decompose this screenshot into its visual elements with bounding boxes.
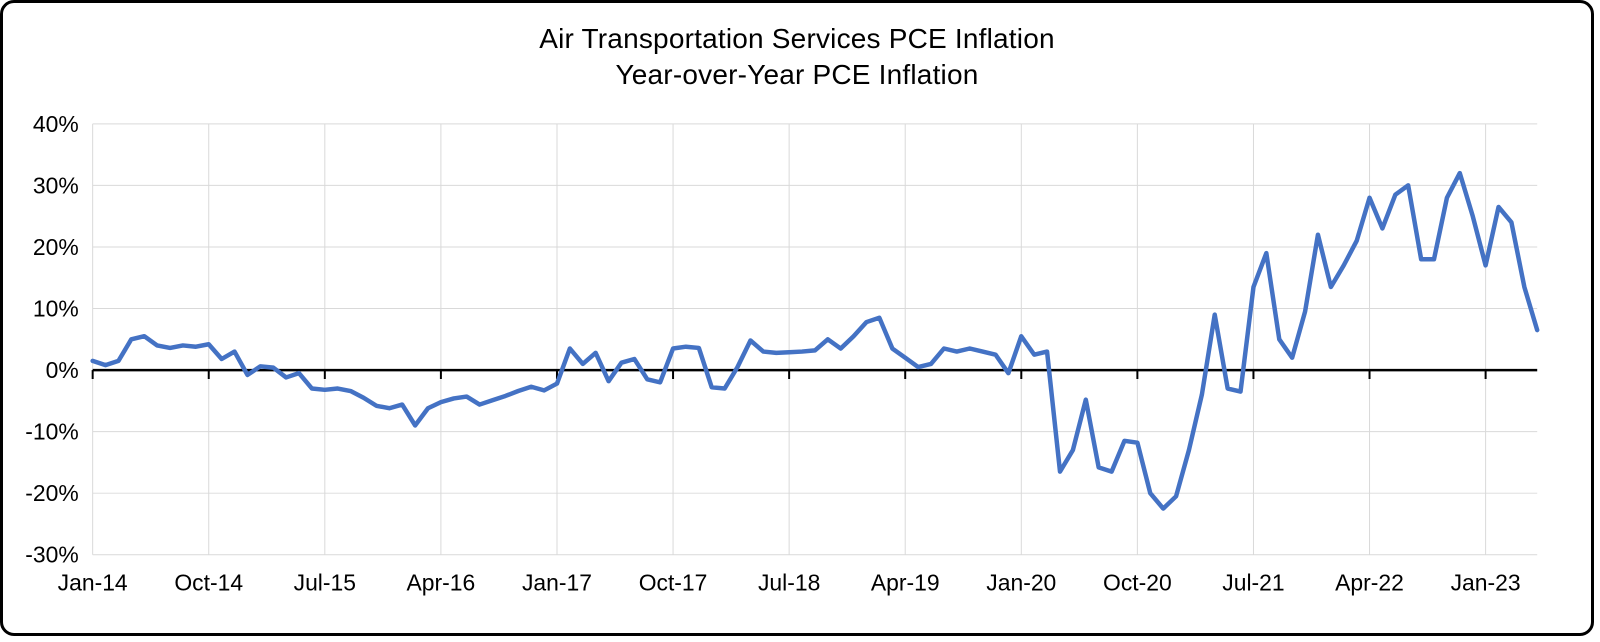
x-axis-tick-label: Jul-21 — [1222, 569, 1284, 595]
x-axis-tick-label: Oct-17 — [639, 569, 708, 595]
line-chart: 40% 30% 20% 10% 0% -10% -20% -30%Jan-14 Oct-14 Ju… — [25, 111, 1540, 596]
x-axis-tick-label: Jul-15 — [294, 569, 356, 595]
y-axis-tick-label: 40% — [33, 111, 79, 137]
chart-title: Air Transportation Services PCE Inflatio… — [539, 23, 1055, 54]
x-axis-tick-label: Jan-14 — [58, 569, 128, 595]
y-axis-tick-label: 10% — [33, 296, 79, 322]
y-axis-tick-label: -20% — [25, 480, 78, 506]
chart-title-block: Air Transportation Services PCE Inflatio… — [3, 21, 1591, 94]
x-axis-tick-label: Oct-14 — [174, 569, 243, 595]
x-axis-tick-label: Jan-20 — [986, 569, 1056, 595]
x-axis-tick-label: Jul-18 — [758, 569, 820, 595]
x-axis-tick-label: Oct-20 — [1103, 569, 1172, 595]
y-axis-tick-label: -10% — [25, 419, 78, 445]
chart-subtitle: Year-over-Year PCE Inflation — [615, 59, 979, 91]
x-axis-tick-label: Jan-17 — [522, 569, 592, 595]
gridlines — [92, 123, 1538, 556]
y-axis-tick-label: 0% — [46, 357, 79, 383]
x-axis-tick-label: Jan-23 — [1451, 569, 1521, 595]
axes — [91, 368, 1538, 379]
y-axis-tick-label: 30% — [33, 172, 79, 198]
series-line — [90, 170, 1540, 511]
x-axis-tick-label: Apr-19 — [871, 569, 940, 595]
x-axis-tick-label: Apr-22 — [1335, 569, 1404, 595]
x-axis-tick-label: Apr-16 — [407, 569, 476, 595]
axis-labels: 40% 30% 20% 10% 0% -10% -20% -30%Jan-14 Oct-14 Ju… — [25, 111, 1520, 596]
y-axis-tick-label: 20% — [33, 234, 79, 260]
y-axis-tick-label: -30% — [25, 542, 78, 568]
series-group — [90, 170, 1540, 511]
